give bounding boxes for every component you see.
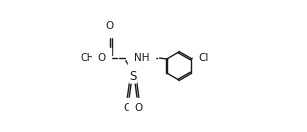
Text: S: S (129, 70, 137, 83)
Text: O: O (98, 53, 106, 63)
Text: NH: NH (134, 53, 150, 63)
Text: CH₃: CH₃ (80, 53, 99, 63)
Text: O: O (134, 103, 142, 113)
Text: O: O (124, 103, 132, 113)
Text: O: O (106, 21, 114, 31)
Text: O: O (90, 53, 99, 63)
Text: Cl: Cl (199, 53, 209, 63)
